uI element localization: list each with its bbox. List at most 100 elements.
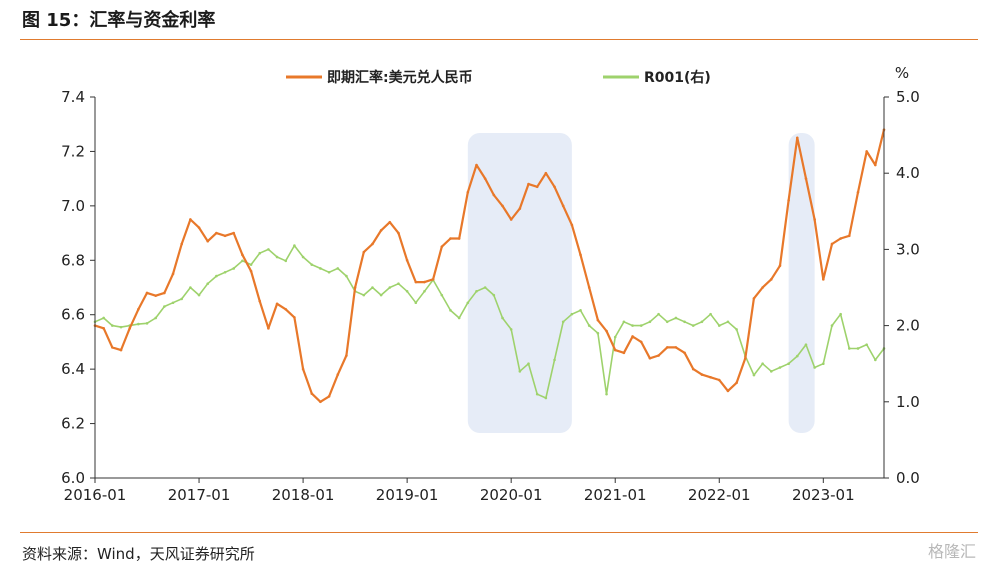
r001-point-2021-08: [674, 316, 678, 320]
figure-title: 图 15：汇率与资金利率: [22, 10, 216, 31]
fx-point-2016-06: [137, 307, 140, 311]
r001-point-2017-08: [258, 251, 262, 255]
r001-point-2021-06: [657, 312, 660, 316]
fx-point-2022-04: [743, 356, 747, 360]
r001-point-2019-11: [492, 293, 496, 297]
left-tick-label: 6.6: [61, 306, 85, 324]
right-tick-label: 3.0: [896, 240, 920, 258]
r001-point-2020-01: [509, 328, 513, 331]
r001-point-2022-08: [778, 366, 782, 369]
fx-point-2023-02: [830, 242, 834, 246]
fx-point-2017-07: [249, 269, 253, 273]
fx-point-2018-05: [336, 373, 340, 376]
fx-series-layer: [93, 128, 886, 404]
fx-point-2016-10: [171, 272, 175, 276]
fx-point-2018-01: [301, 367, 305, 371]
r001-point-2019-09: [475, 290, 478, 293]
r001-point-2017-07: [249, 263, 253, 266]
fx-point-2019-06: [449, 237, 452, 240]
r001-point-2022-11: [804, 343, 808, 346]
left-tick-label: 7.0: [61, 197, 85, 215]
r001-point-2021-09: [683, 320, 686, 324]
r001-point-2017-12: [293, 244, 296, 247]
r001-point-2021-01: [613, 335, 617, 339]
r001-point-2023-06: [865, 343, 868, 346]
legend-label-r001: R001(右): [644, 69, 711, 86]
fx-point-2016-05: [128, 327, 131, 330]
fx-point-2019-04: [431, 278, 435, 281]
fx-point-2018-04: [327, 395, 331, 398]
r001-point-2018-03: [319, 267, 322, 270]
x-tick-label: 2020-01: [480, 486, 543, 504]
watermark-logo: 格隆汇: [927, 542, 976, 561]
fx-point-2021-12: [709, 376, 712, 379]
fx-point-2019-11: [492, 193, 496, 197]
fx-point-2019-09: [475, 163, 478, 167]
r001-point-2017-09: [267, 248, 270, 251]
fx-line: [94, 129, 886, 403]
r001-point-2023-07: [874, 358, 877, 362]
r001-point-2021-10: [691, 324, 695, 327]
x-tick-label: 2018-01: [272, 486, 335, 504]
r001-point-2019-05: [440, 293, 444, 297]
fx-point-2019-01: [405, 258, 409, 262]
fx-point-2020-12: [605, 329, 608, 333]
r001-point-2020-10: [587, 324, 591, 327]
fx-point-2019-05: [440, 245, 444, 248]
fx-point-2020-08: [570, 223, 574, 227]
fx-point-2016-08: [154, 294, 157, 297]
fx-point-2022-02: [726, 389, 730, 393]
r001-point-2019-02: [414, 301, 418, 305]
r001-point-2016-07: [145, 322, 149, 325]
fx-point-2021-01: [613, 348, 617, 352]
r001-point-2018-01: [301, 255, 305, 259]
left-tick-label: 6.8: [61, 251, 85, 269]
fx-point-2018-08: [362, 250, 366, 254]
r001-point-2016-12: [189, 286, 192, 289]
r001-point-2016-03: [111, 324, 114, 327]
r001-point-2021-03: [631, 324, 634, 327]
fx-point-2021-06: [657, 354, 660, 357]
fx-point-2022-10: [795, 136, 799, 140]
r001-point-2018-09: [371, 286, 374, 289]
fx-point-2019-02: [414, 280, 418, 284]
fx-point-2019-12: [501, 204, 504, 208]
fx-point-2020-02: [518, 207, 522, 210]
r001-point-2017-11: [284, 259, 288, 263]
fx-point-2018-10: [379, 229, 383, 232]
x-tick-label: 2019-01: [376, 486, 439, 504]
r001-point-2016-10: [171, 301, 175, 305]
x-tick-label: 2016-01: [64, 486, 127, 504]
r001-point-2016-09: [163, 305, 166, 308]
fx-point-2016-07: [145, 291, 149, 295]
fx-point-2017-04: [223, 234, 227, 238]
fx-point-2023-05: [856, 190, 860, 194]
r001-line: [94, 244, 885, 399]
r001-point-2018-12: [397, 282, 400, 285]
fx-point-2016-04: [119, 348, 123, 352]
fx-point-2020-03: [527, 182, 530, 186]
fx-point-2016-09: [163, 291, 166, 295]
r001-point-2016-11: [180, 297, 184, 301]
r001-point-2019-08: [466, 301, 470, 305]
right-axis-unit: %: [895, 64, 909, 82]
title-rule: [20, 39, 978, 40]
fx-point-2021-03: [631, 335, 634, 338]
r001-point-2022-07: [769, 370, 773, 373]
r001-point-2023-05: [856, 347, 860, 350]
left-tick-label: 7.2: [61, 142, 85, 160]
fx-point-2021-05: [648, 356, 652, 360]
r001-point-2019-07: [457, 316, 461, 320]
fx-point-2018-12: [397, 231, 400, 235]
fx-point-2022-05: [752, 297, 756, 300]
r001-point-2022-10: [795, 354, 799, 358]
fx-point-2017-05: [232, 231, 236, 235]
x-tick-label: 2021-01: [584, 486, 647, 504]
r001-point-2018-05: [336, 267, 340, 270]
legend-label-fx: 即期汇率:美元兑人民币: [327, 69, 473, 86]
source-rule: [20, 532, 978, 533]
fx-point-2020-01: [509, 218, 513, 221]
r001-point-2019-12: [501, 316, 504, 320]
fx-point-2021-07: [665, 346, 669, 349]
r001-point-2021-12: [709, 312, 712, 316]
